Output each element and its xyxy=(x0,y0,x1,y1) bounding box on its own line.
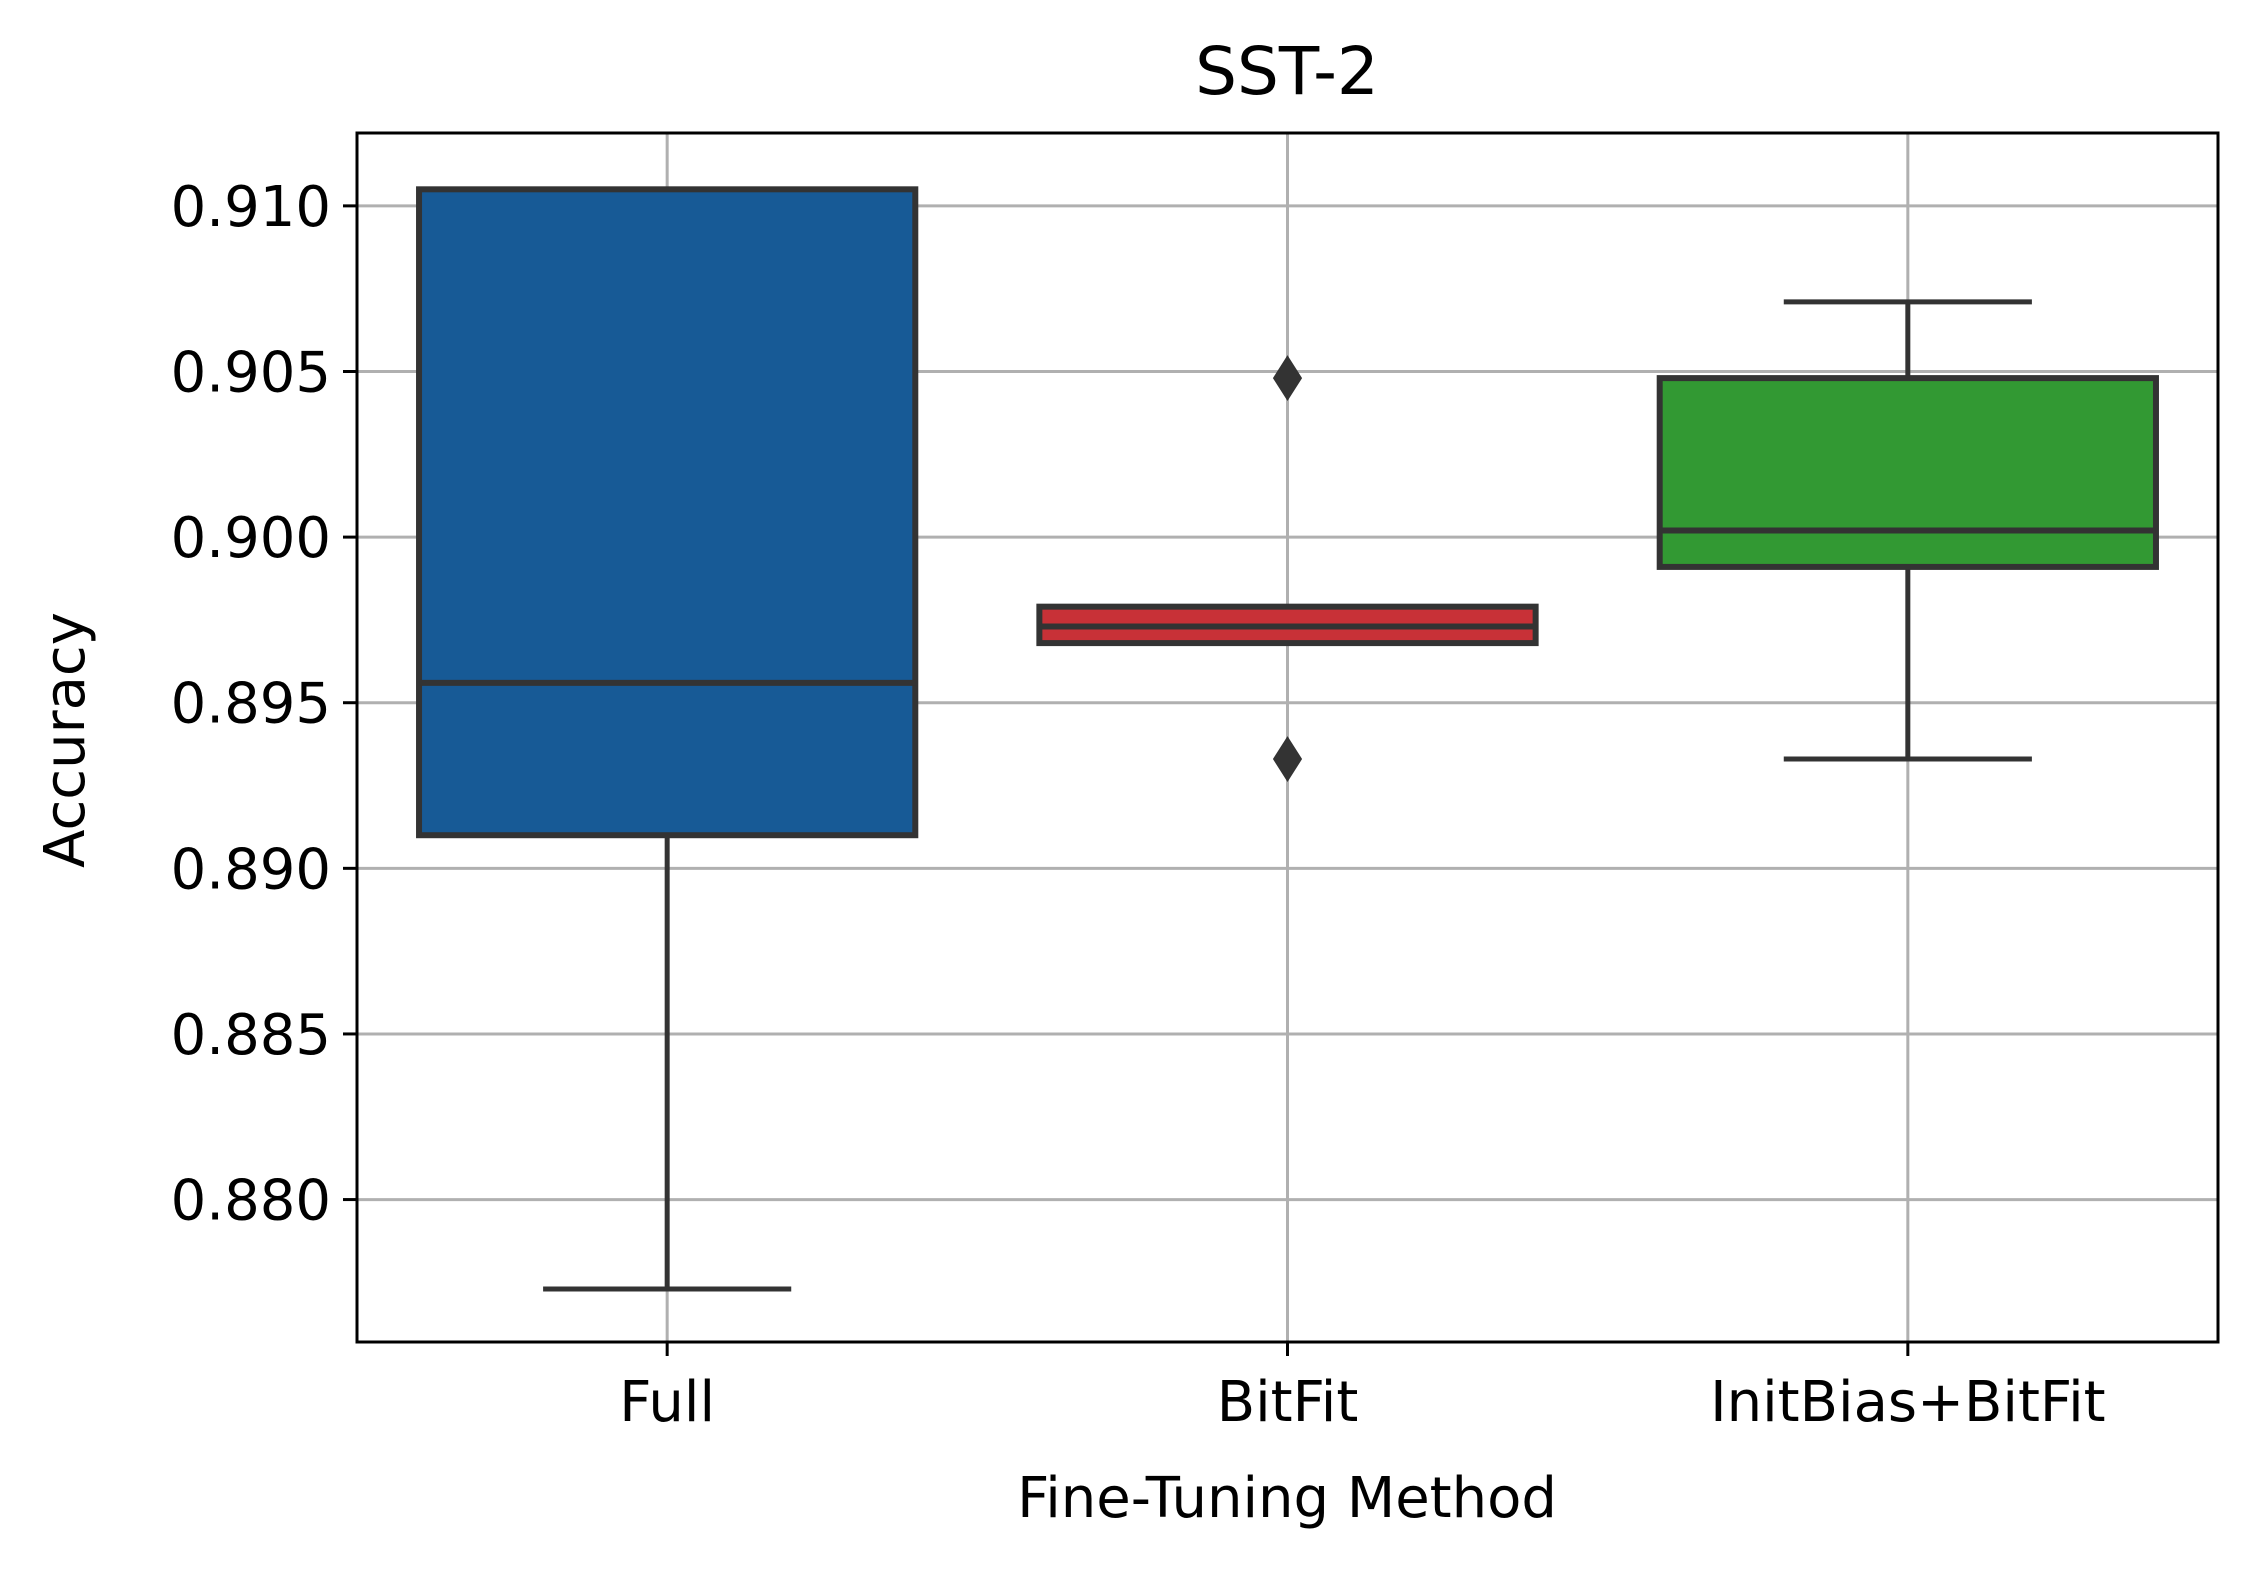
y-tick-label: 0.905 xyxy=(171,340,331,405)
x-tick-label: Full xyxy=(619,1370,715,1435)
axis-ticks: 0.880 0.885 0.890 0.895 0.900 0.905 0.910 Full B… xyxy=(171,175,2106,1435)
plot-frame xyxy=(355,131,2220,1344)
box-series xyxy=(416,186,2159,1292)
y-tick-label: 0.895 xyxy=(171,672,331,737)
x-tick-label: BitFit xyxy=(1217,1370,1359,1435)
outlier-point xyxy=(1272,736,1303,782)
chart-title: SST-2 xyxy=(1195,33,1379,110)
x-axis-label: Fine-Tuning Method xyxy=(1017,1466,1557,1531)
box-group xyxy=(416,186,919,1292)
box-iqr xyxy=(416,186,919,839)
y-tick-label: 0.880 xyxy=(171,1169,331,1234)
y-tick-label: 0.890 xyxy=(171,837,331,902)
y-tick-label: 0.910 xyxy=(171,175,331,240)
box-group xyxy=(1036,355,1539,782)
y-axis-label: Accuracy xyxy=(33,612,98,868)
box-iqr xyxy=(1656,375,2159,570)
box-group xyxy=(1656,299,2159,762)
x-tick-label: InitBias+BitFit xyxy=(1710,1370,2106,1435)
y-tick-label: 0.900 xyxy=(171,506,331,571)
outlier-point xyxy=(1272,355,1303,402)
y-tick-label: 0.885 xyxy=(171,1003,331,1068)
